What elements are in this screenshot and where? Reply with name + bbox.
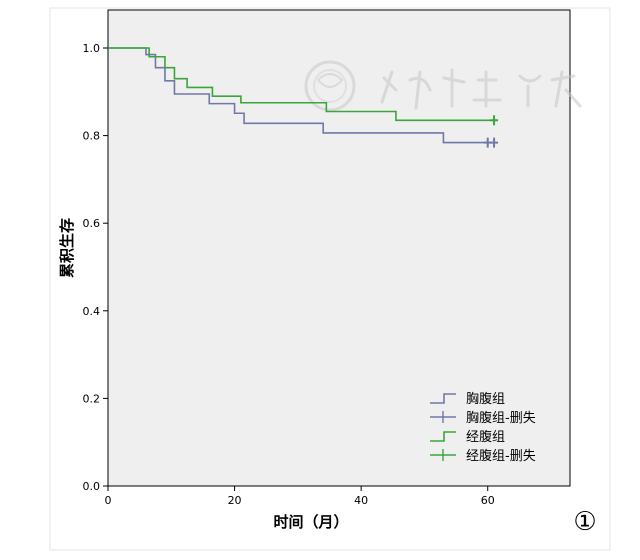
legend-item: 胸腹组 [430,391,505,407]
plot-area [107,9,571,487]
y-tick-label: 1.0 [83,42,101,55]
legend-step-symbol [430,431,456,442]
survival-curves [108,47,499,148]
y-tick-label: 0.8 [83,130,101,143]
x-axis: 0 20 40 60 [105,486,495,507]
y-tick-label: 0.0 [83,480,101,493]
figure-number: ① [573,507,596,537]
legend-item: 经腹组 [430,429,505,445]
series-line-abdominal [108,47,495,122]
x-axis-title: 时间（月） [273,513,348,531]
y-tick-label: 0.4 [83,305,101,318]
x-tick-label: 20 [228,494,242,507]
y-tick-label: 0.2 [83,392,101,405]
legend-step-symbol [430,393,456,404]
legend-item: 胸腹组-删失 [430,410,536,426]
y-tick-label: 0.6 [83,217,101,230]
x-tick-label: 40 [354,494,368,507]
legend-item: 经腹组-删失 [430,448,536,464]
legend-label: 经腹组 [466,429,505,445]
legend-label: 胸腹组-删失 [466,410,536,426]
legend-label: 胸腹组 [466,391,505,407]
x-tick-label: 60 [481,494,495,507]
watermark-logo [304,60,582,112]
x-tick-label: 0 [105,494,112,507]
y-axis-title: 累积生存 [58,218,76,278]
censor-mark [490,115,499,126]
legend-label: 经腹组-删失 [466,448,536,464]
censor-mark [490,137,499,148]
y-axis: 0.0 0.2 0.4 0.6 0.8 1.0 [83,42,108,493]
